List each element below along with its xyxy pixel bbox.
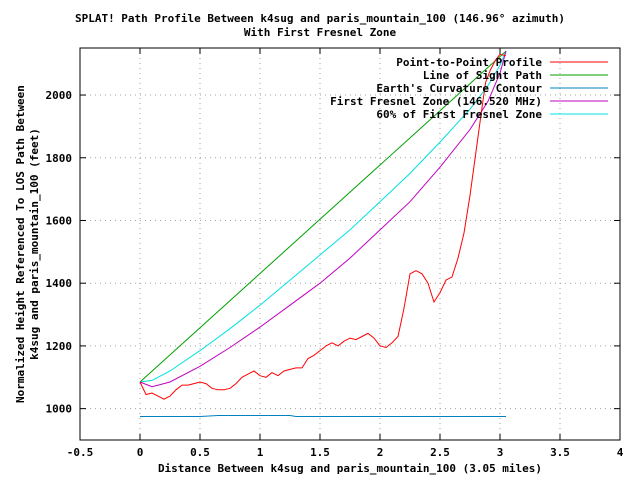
y-tick-label: 1400 [46, 277, 73, 290]
tick-labels: -0.5 0 0.5 1 1.5 2 2.5 3 3.5 4 1000 1200 1400 1600 180… [46, 89, 624, 459]
legend-label-3: First Fresnel Zone (146.520 MHz) [330, 95, 542, 108]
x-tick-label: 1 [257, 446, 264, 459]
x-tick-label: 3 [497, 446, 504, 459]
y-tick-label: 1600 [46, 214, 73, 227]
series-line-0 [139, 53, 507, 400]
x-tick-label: 2 [377, 446, 384, 459]
y-tick-label: 2000 [46, 89, 73, 102]
x-tick-label: 3.5 [550, 446, 570, 459]
legend-label-0: Point-to-Point Profile [396, 56, 542, 69]
x-tick-label: -0.5 [67, 446, 94, 459]
legend-label-1: Line of Sight Path [423, 69, 542, 82]
y-tick-label: 1000 [46, 403, 73, 416]
y-tick-label: 1800 [46, 152, 73, 165]
plot-border [79, 47, 621, 441]
x-tick-label: 1.5 [310, 446, 330, 459]
x-tick-label: 2.5 [430, 446, 450, 459]
plot-frame [79, 47, 621, 441]
series-lines [139, 50, 507, 417]
chart-subtitle: With First Fresnel Zone [243, 26, 397, 39]
x-axis-label: Distance Between k4sug and paris_mountai… [157, 462, 543, 475]
series-line-1 [139, 50, 507, 383]
chart-title: SPLAT! Path Profile Between k4sug and pa… [74, 12, 566, 25]
x-tick-label: 0 [137, 446, 144, 459]
grid [80, 48, 620, 440]
series-line-4 [139, 50, 507, 383]
legend-label-2: Earth's Curvature Contour [376, 82, 542, 95]
x-tick-label: 0.5 [190, 446, 210, 459]
legend-label-4: 60% of First Fresnel Zone [376, 108, 542, 121]
series-line-2 [140, 415, 506, 417]
x-tick-label: 4 [617, 446, 624, 459]
series-line-3 [139, 50, 507, 388]
y-tick-label: 1200 [46, 340, 73, 353]
